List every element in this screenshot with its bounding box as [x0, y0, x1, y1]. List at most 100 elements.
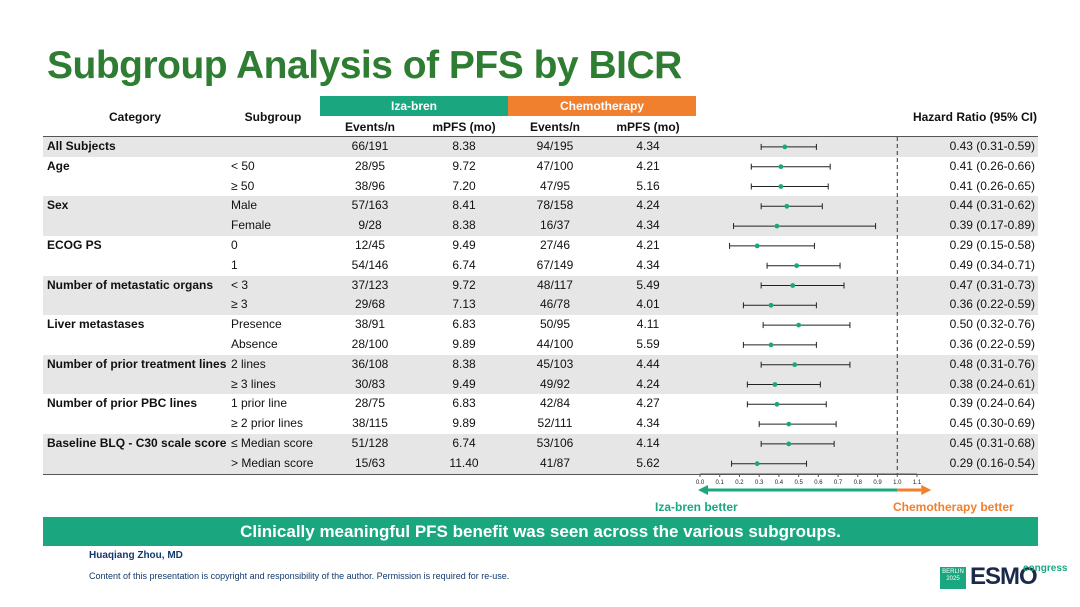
- row-events-chemo: 67/149: [536, 257, 574, 272]
- row-mpfs-iza: 6.83: [452, 317, 476, 332]
- row-mpfs-iza: 6.74: [452, 435, 476, 450]
- hazard-ratio-point: [778, 184, 784, 189]
- row-mpfs-chemo: 4.34: [636, 416, 660, 431]
- x-tick-label: 0.6: [814, 480, 823, 486]
- mpfs-header-iza: mPFS (mo): [432, 120, 496, 134]
- row-hazard-ratio: 0.38 (0.24-0.61): [949, 376, 1035, 391]
- row-events-iza: 30/83: [354, 376, 386, 391]
- table-row: All Subjects 66/191 8.38 94/195 4.34 0.43 (0.…: [0, 137, 1080, 157]
- x-tick-label: 0.5: [794, 480, 803, 486]
- row-mpfs-chemo: 4.34: [636, 257, 660, 272]
- row-mpfs-iza: 6.74: [452, 257, 476, 272]
- hazard-ratio-point: [754, 461, 760, 467]
- row-events-iza: 57/163: [351, 198, 389, 213]
- row-mpfs-iza: 9.49: [452, 376, 476, 391]
- hazard-ratio-point: [794, 263, 800, 269]
- hazard-ratio-point: [786, 441, 792, 447]
- row-mpfs-chemo: 5.16: [636, 178, 660, 193]
- row-mpfs-iza: 6.83: [452, 396, 476, 411]
- table-row: ≥ 2 prior lines 38/115 9.89 52/111 4.34 0.45 …: [0, 414, 1080, 434]
- hazard-ratio-point: [778, 164, 784, 170]
- row-subgroup: 1: [231, 257, 238, 272]
- hazard-ratio-point: [768, 302, 774, 308]
- table-row: Sex Male 57/163 8.41 78/158 4.24 0.44 (0.31-0.…: [0, 196, 1080, 216]
- row-hazard-ratio: 0.45 (0.30-0.69): [949, 416, 1035, 431]
- table-row: Baseline BLQ - C30 scale score ≤ Median s…: [0, 433, 1080, 454]
- row-events-iza: 66/191: [351, 139, 389, 153]
- row-category: Number of prior treatment lines: [47, 356, 227, 371]
- row-hazard-ratio: 0.29 (0.16-0.54): [949, 455, 1035, 470]
- events-header-iza: Events/n: [344, 120, 395, 134]
- row-subgroup: ≥ 3: [231, 297, 248, 312]
- hazard-ratio-point: [774, 401, 780, 407]
- row-subgroup: ≥ 2 prior lines: [231, 416, 303, 431]
- row-hazard-ratio: 0.44 (0.31-0.62): [949, 198, 1035, 213]
- row-events-chemo: 16/37: [539, 218, 571, 233]
- row-hazard-ratio: 0.36 (0.22-0.59): [949, 336, 1035, 351]
- row-mpfs-chemo: 4.44: [636, 356, 660, 371]
- row-events-chemo: 52/111: [537, 416, 573, 431]
- row-events-iza: 54/146: [351, 257, 389, 272]
- esmo-logo-badge: BERLIN 2025: [940, 567, 966, 589]
- row-subgroup: < 3: [231, 277, 249, 292]
- row-category: Liver metastases: [47, 317, 145, 332]
- row-events-iza: 28/75: [354, 396, 386, 411]
- conclusion-banner: Clinically meaningful PFS benefit was se…: [43, 517, 1038, 546]
- x-tick-label: 0.8: [854, 480, 863, 486]
- table-row: Age < 50 28/95 9.72 47/100 4.21 0.41 (0.26-0.6…: [0, 157, 1080, 177]
- row-mpfs-iza: 8.38: [452, 218, 476, 233]
- row-hazard-ratio: 0.39 (0.17-0.89): [949, 218, 1035, 233]
- author-name: Huaqiang Zhou, MD: [89, 550, 183, 561]
- esmo-logo: BERLIN 2025 ESMO congress: [940, 563, 1067, 593]
- row-events-chemo: 50/95: [539, 317, 571, 332]
- row-events-iza: 51/128: [351, 435, 389, 450]
- hazard-ratio-point: [796, 322, 802, 328]
- row-mpfs-iza: 9.49: [452, 237, 476, 252]
- row-subgroup: ≥ 3 lines: [231, 376, 276, 391]
- row-events-iza: 38/91: [354, 317, 386, 332]
- row-events-chemo: 27/46: [539, 237, 571, 252]
- row-events-iza: 15/63: [354, 455, 386, 470]
- hazard-ratio-point: [754, 243, 760, 249]
- row-mpfs-chemo: 4.34: [636, 139, 660, 153]
- row-subgroup: ≥ 50: [231, 178, 255, 193]
- row-mpfs-chemo: 4.11: [636, 317, 660, 332]
- row-events-chemo: 47/100: [536, 158, 574, 173]
- row-subgroup: > Median score: [231, 455, 314, 470]
- row-hazard-ratio: 0.50 (0.32-0.76): [949, 317, 1035, 332]
- table-row: ≥ 3 lines 30/83 9.49 49/92 4.24 0.38 (0.24-0.…: [0, 374, 1080, 395]
- row-mpfs-chemo: 5.49: [636, 277, 660, 292]
- row-hazard-ratio: 0.49 (0.34-0.71): [949, 257, 1035, 272]
- row-category: Number of metastatic organs: [47, 277, 214, 292]
- x-tick-label: 0.9: [873, 480, 882, 486]
- events-header-chemo: Events/n: [529, 120, 580, 134]
- row-events-chemo: 44/100: [536, 336, 574, 351]
- hazard-ratio-point: [774, 223, 780, 229]
- row-hazard-ratio: 0.29 (0.15-0.58): [949, 237, 1035, 252]
- table-row: Liver metastases Presence 38/91 6.83 50/95 4.…: [0, 315, 1080, 335]
- row-events-chemo: 47/95: [539, 178, 571, 193]
- row-subgroup: 2 lines: [231, 356, 266, 371]
- row-mpfs-iza: 9.72: [452, 158, 476, 173]
- hazard-ratio-point: [792, 362, 798, 368]
- chemotherapy-better-label: Chemotherapy better: [893, 500, 1014, 514]
- row-mpfs-chemo: 4.24: [636, 198, 660, 213]
- page-title: Subgroup Analysis of PFS by BICR: [47, 44, 682, 87]
- row-events-chemo: 53/106: [536, 435, 574, 450]
- row-mpfs-chemo: 5.62: [636, 455, 660, 470]
- iza-bren-band: Iza-bren: [320, 96, 508, 116]
- hazard-ratio-header: Hazard Ratio (95% CI): [912, 110, 1037, 124]
- row-events-iza: 28/95: [354, 158, 386, 173]
- row-subgroup: ≤ Median score: [231, 435, 313, 450]
- row-mpfs-chemo: 4.24: [636, 376, 660, 391]
- table-row: Absence 28/100 9.89 44/100 5.59 0.36 (0.22-0.…: [0, 335, 1080, 355]
- row-events-chemo: 78/158: [536, 198, 574, 213]
- row-mpfs-chemo: 4.14: [636, 435, 660, 450]
- subgroup-header: Subgroup: [244, 110, 302, 124]
- row-mpfs-chemo: 4.34: [636, 218, 660, 233]
- row-events-chemo: 48/117: [537, 277, 573, 292]
- row-mpfs-iza: 7.20: [452, 178, 476, 193]
- esmo-logo-word: ESMO: [970, 563, 1038, 590]
- row-events-chemo: 49/92: [539, 376, 571, 391]
- left-arrow-head: [698, 485, 708, 495]
